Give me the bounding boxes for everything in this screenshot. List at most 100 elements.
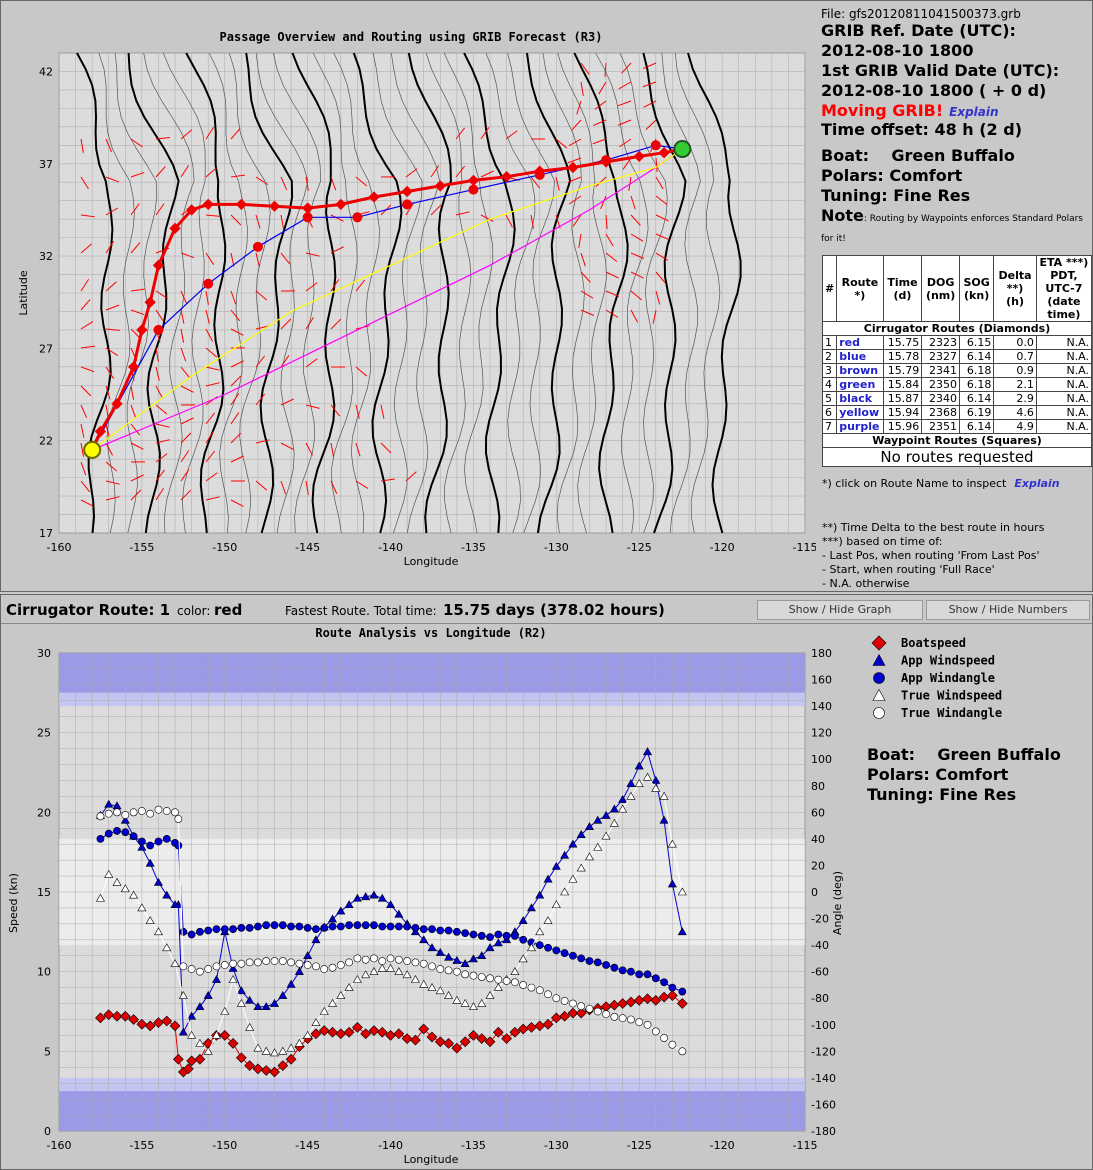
route-value: 6.14	[959, 350, 993, 364]
route-name-link[interactable]: green	[839, 378, 875, 391]
route-value: 15.75	[883, 336, 922, 350]
routes-header-cell: DOG (nm)	[922, 256, 960, 322]
series-point-true-windangle	[420, 960, 427, 967]
series-point-app-windangle	[254, 923, 261, 930]
series-point-true-windangle	[536, 987, 543, 994]
show-hide-graph-button[interactable]: Show / Hide Graph	[757, 600, 923, 620]
analysis-y2tick: 60	[811, 806, 825, 819]
series-point-true-windangle	[246, 959, 253, 966]
click-note-explain-link[interactable]: Explain	[1014, 477, 1059, 490]
route-value: 6.18	[959, 364, 993, 378]
series-point-app-windangle	[312, 926, 319, 933]
route-name-link[interactable]: blue	[839, 350, 866, 363]
routes-header-cell: SOG (kn)	[959, 256, 993, 322]
analysis-polars: Polars: Comfort	[867, 765, 1061, 785]
map-ytick: 27	[39, 342, 53, 355]
show-hide-numbers-button[interactable]: Show / Hide Numbers	[926, 600, 1090, 620]
route-value: 2350	[922, 378, 960, 392]
route-blue-point	[352, 212, 362, 222]
series-point-app-windangle	[180, 928, 187, 935]
analysis-boat-info: Boat: Green Buffalo Polars: Comfort Tuni…	[867, 745, 1061, 805]
series-point-true-windangle	[561, 997, 568, 1004]
route-value: 6.14	[959, 420, 993, 434]
series-point-true-windangle	[238, 960, 245, 967]
series-point-true-windangle	[669, 1041, 676, 1048]
click-note-text: *) click on Route Name to inspect	[822, 477, 1006, 490]
map-xtick: -145	[295, 541, 320, 554]
legend-label: True Windangle	[901, 706, 1002, 720]
route-name-link[interactable]: brown	[839, 364, 878, 377]
series-point-true-windangle	[221, 961, 228, 968]
cirrugator-section: Cirrugator Routes (Diamonds)	[823, 322, 1092, 336]
route-name-link[interactable]: red	[839, 336, 860, 349]
map-xtick: -155	[129, 541, 154, 554]
route-label: Cirrugator Route: 1	[6, 601, 170, 619]
route-value: 15.78	[883, 350, 922, 364]
route-number: 1	[823, 336, 837, 350]
legend-marker-boatspeed	[872, 636, 886, 650]
waypoint-section: Waypoint Routes (Squares)	[823, 434, 1092, 448]
series-point-true-windangle	[370, 955, 377, 962]
map-xtick: -135	[461, 541, 486, 554]
analysis-y2tick: -100	[811, 1019, 836, 1032]
explain-link[interactable]: Explain	[949, 105, 998, 119]
series-point-true-windangle	[511, 979, 518, 986]
series-point-true-windangle	[453, 968, 460, 975]
series-point-true-windangle	[287, 959, 294, 966]
series-point-app-windangle	[271, 922, 278, 929]
route-number: 4	[823, 378, 837, 392]
series-point-true-windangle	[569, 1000, 576, 1007]
series-point-true-windangle	[329, 964, 336, 971]
series-point-true-windangle	[412, 959, 419, 966]
route-name-cell: green	[837, 378, 883, 392]
series-point-app-windangle	[221, 926, 228, 933]
series-point-app-windangle	[337, 923, 344, 930]
series-point-app-windangle	[147, 842, 154, 849]
route-blue-point	[303, 212, 313, 222]
fastest-label: Fastest Route. Total time:	[285, 604, 437, 618]
series-point-true-windangle	[544, 991, 551, 998]
series-point-true-windangle	[138, 807, 145, 814]
analysis-y2tick: 0	[811, 886, 818, 899]
grib-ref-label: GRIB Ref. Date (UTC):	[821, 21, 1091, 41]
route-name-link[interactable]: yellow	[839, 406, 879, 419]
series-point-app-windangle	[437, 927, 444, 934]
analysis-y2tick: -160	[811, 1098, 836, 1111]
series-point-true-windangle	[679, 1048, 686, 1055]
footnote-line: - N.A. otherwise	[822, 577, 1044, 591]
series-point-true-windangle	[279, 957, 286, 964]
series-point-true-windangle	[354, 955, 361, 962]
series-point-app-windangle	[636, 971, 643, 978]
series-point-app-windangle	[113, 827, 120, 834]
route-name-link[interactable]: purple	[839, 420, 879, 433]
series-point-true-windangle	[586, 1005, 593, 1012]
series-point-true-windangle	[462, 971, 469, 978]
series-point-app-windangle	[155, 838, 162, 845]
route-blue-point	[253, 242, 263, 252]
color-value: red	[214, 601, 242, 619]
series-point-app-windangle	[445, 927, 452, 934]
series-point-true-windangle	[578, 1003, 585, 1010]
analysis-xtick: -140	[378, 1139, 403, 1152]
passage-map-chart: Passage Overview and Routing using GRIB …	[1, 1, 816, 589]
series-point-true-windangle	[404, 957, 411, 964]
series-point-app-windangle	[354, 922, 361, 929]
series-point-app-windangle	[175, 842, 182, 849]
routes-header-cell: Time (d)	[883, 256, 922, 322]
note-label: Note	[821, 206, 864, 225]
route-name-link[interactable]: black	[839, 392, 872, 405]
series-point-app-windangle	[246, 924, 253, 931]
series-point-app-windangle	[536, 942, 543, 949]
series-point-true-windangle	[445, 967, 452, 974]
series-point-true-windangle	[321, 965, 328, 972]
series-point-true-windangle	[520, 981, 527, 988]
series-point-true-windangle	[229, 960, 236, 967]
route-bar: Cirrugator Route: 1 color: red Fastest R…	[1, 595, 1092, 624]
series-point-true-windangle	[362, 956, 369, 963]
series-point-app-windangle	[370, 922, 377, 929]
finish-marker	[674, 141, 690, 157]
